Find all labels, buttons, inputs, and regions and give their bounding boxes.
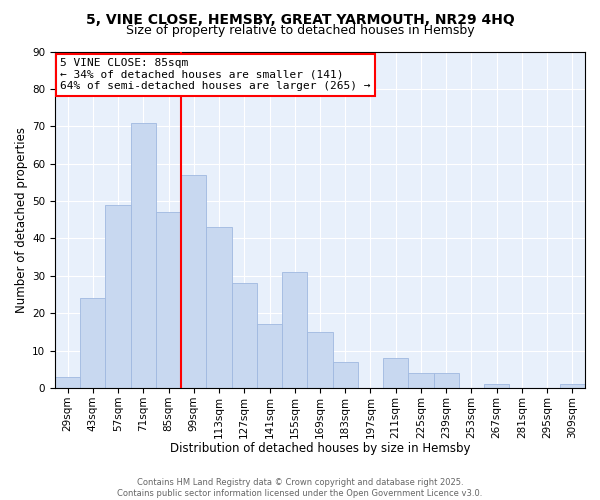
Bar xyxy=(257,324,282,388)
Bar xyxy=(383,358,409,388)
Bar xyxy=(434,373,459,388)
Bar xyxy=(307,332,332,388)
Text: 5, VINE CLOSE, HEMSBY, GREAT YARMOUTH, NR29 4HQ: 5, VINE CLOSE, HEMSBY, GREAT YARMOUTH, N… xyxy=(86,12,514,26)
Bar xyxy=(206,228,232,388)
Bar xyxy=(409,373,434,388)
Bar xyxy=(106,205,131,388)
Y-axis label: Number of detached properties: Number of detached properties xyxy=(15,127,28,313)
Text: Contains HM Land Registry data © Crown copyright and database right 2025.
Contai: Contains HM Land Registry data © Crown c… xyxy=(118,478,482,498)
Bar xyxy=(332,362,358,388)
Bar xyxy=(156,212,181,388)
Bar xyxy=(232,284,257,388)
Bar xyxy=(560,384,585,388)
Bar xyxy=(131,122,156,388)
X-axis label: Distribution of detached houses by size in Hemsby: Distribution of detached houses by size … xyxy=(170,442,470,455)
Bar xyxy=(484,384,509,388)
Text: Size of property relative to detached houses in Hemsby: Size of property relative to detached ho… xyxy=(125,24,475,37)
Text: 5 VINE CLOSE: 85sqm
← 34% of detached houses are smaller (141)
64% of semi-detac: 5 VINE CLOSE: 85sqm ← 34% of detached ho… xyxy=(61,58,371,92)
Bar xyxy=(181,175,206,388)
Bar xyxy=(55,377,80,388)
Bar xyxy=(80,298,106,388)
Bar xyxy=(282,272,307,388)
